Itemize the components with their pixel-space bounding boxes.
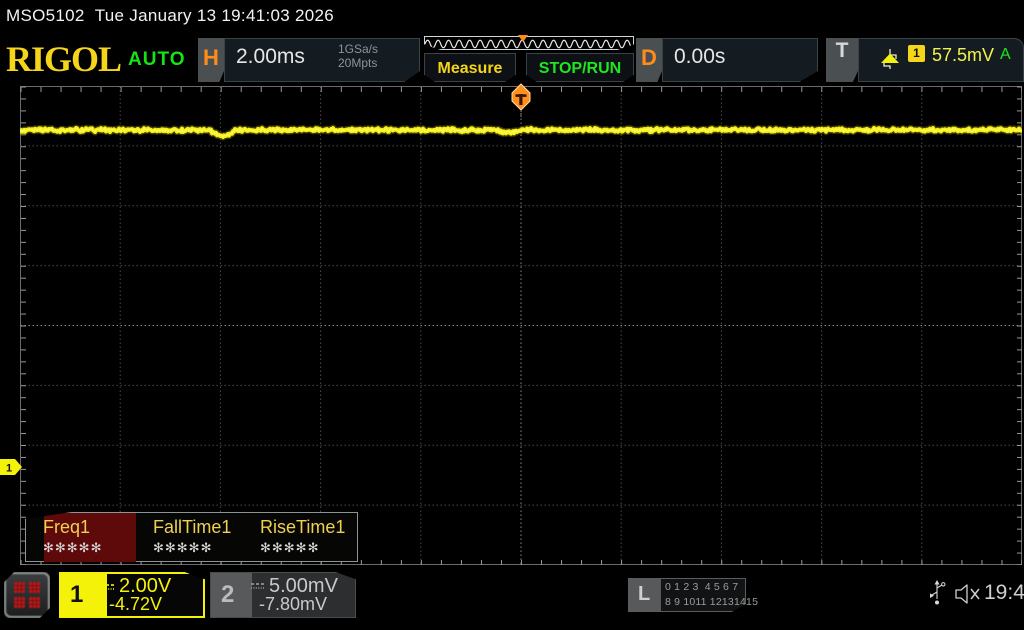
svg-text:1: 1 bbox=[6, 463, 12, 475]
